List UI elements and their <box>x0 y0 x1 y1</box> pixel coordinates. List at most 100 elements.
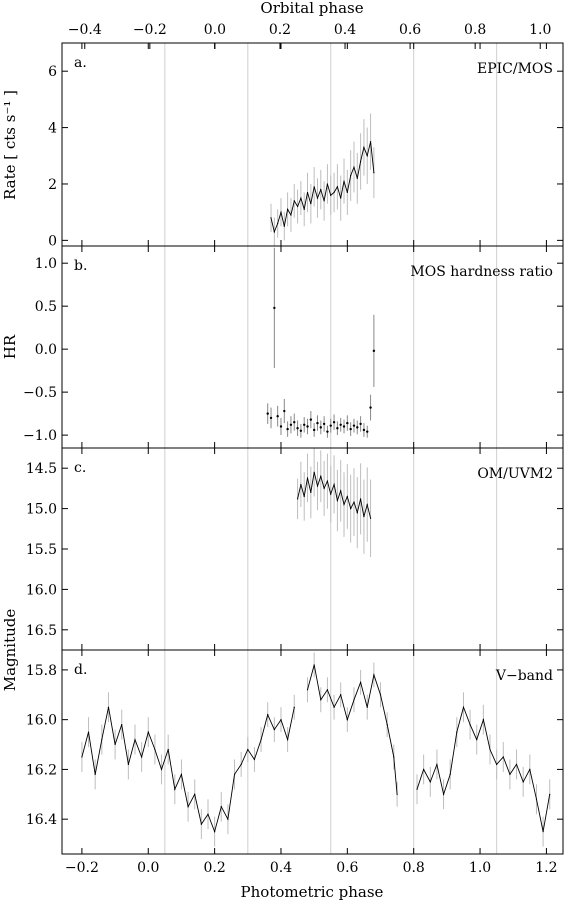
data-point <box>366 706 368 708</box>
panel-title: EPIC/MOS <box>477 61 553 77</box>
panel-2: −1.0 −0.5 0.0 0.5 1.0 b. MOS hardness ratio <box>23 245 564 449</box>
hr-data-point <box>356 426 359 429</box>
top-axis-tick-label: 0.0 <box>204 22 226 38</box>
data-point <box>160 768 163 771</box>
hr-data-point <box>369 406 372 409</box>
panel-frame <box>61 649 564 855</box>
data-point <box>356 512 358 514</box>
bottom-axis-tick-label: 0.0 <box>137 860 159 876</box>
top-axis-tick-label: 0.6 <box>399 22 421 38</box>
panels: −0.4 −0.2 0.0 0.2 0.4 0.6 0.8 1.0 0 2 4 6 a. EPIC/MOS… <box>1 22 564 876</box>
hr-data-point <box>319 426 322 429</box>
orbital-phase-axis-title: Orbital phase <box>260 0 363 17</box>
panel-4: 15.8 16.0 16.2 16.4 d. V−band <box>26 649 564 855</box>
data-point <box>386 724 388 726</box>
data-point <box>154 748 156 751</box>
data-point <box>489 748 491 751</box>
data-point <box>509 773 511 775</box>
data-point <box>121 724 123 726</box>
y-tick-label: 0.0 <box>35 342 57 358</box>
hr-data-point <box>273 306 276 310</box>
top-axis-tick-label: 0.4 <box>334 22 356 38</box>
data-point <box>316 485 319 487</box>
data-point <box>323 200 325 202</box>
data-point <box>333 483 335 485</box>
data-point <box>360 160 362 163</box>
data-point <box>134 738 136 741</box>
y-tick-label: 0.5 <box>35 299 57 315</box>
y-tick-label: 0 <box>48 233 57 249</box>
panel-title: V−band <box>495 668 553 684</box>
hr-data-point <box>309 418 313 421</box>
y-tick-label: 14.5 <box>26 461 57 477</box>
data-point <box>346 495 348 498</box>
hr-data-point <box>269 416 273 420</box>
data-point <box>393 756 395 758</box>
data-point <box>469 724 471 726</box>
data-point <box>436 763 438 766</box>
data-point <box>207 813 209 815</box>
data-point <box>482 719 484 721</box>
data-point <box>107 706 110 708</box>
hr-data-point <box>266 412 269 415</box>
data-point <box>253 758 256 761</box>
data-point <box>336 499 338 502</box>
data-point <box>535 798 538 800</box>
data-point <box>316 197 319 199</box>
bottom-axis-tick-label: 0.6 <box>336 860 358 876</box>
data-point <box>194 793 196 795</box>
bottom-axis-tick-label: 1.0 <box>469 860 491 876</box>
data-point <box>240 763 242 766</box>
hr-data-point <box>366 430 369 433</box>
y-tick-label: 6 <box>48 64 57 80</box>
data-point <box>340 694 342 696</box>
hr-data-point <box>326 430 329 433</box>
hr-data-point <box>286 427 289 431</box>
hr-data-point <box>346 421 349 425</box>
top-axis-tick-label: 0.8 <box>464 22 486 38</box>
data-point <box>227 818 229 820</box>
data-point <box>363 146 365 148</box>
hr-data-point <box>303 423 306 426</box>
data-point <box>549 793 551 795</box>
data-point <box>310 203 312 205</box>
data-point <box>200 823 202 825</box>
data-point <box>310 491 312 494</box>
data-point <box>247 748 249 751</box>
hr-axis-title: HR <box>1 334 19 359</box>
data-point <box>296 498 299 500</box>
hr-data-point <box>316 421 319 425</box>
data-point <box>174 788 176 790</box>
data-point <box>350 508 352 510</box>
hr-data-point <box>329 424 332 427</box>
panel-title: OM/UVM2 <box>477 466 553 482</box>
data-point <box>353 501 355 503</box>
data-point <box>323 487 325 489</box>
bottom-axis-tick-label: 1.2 <box>535 860 557 876</box>
data-point <box>280 211 282 213</box>
data-point <box>326 183 329 185</box>
data-point <box>369 517 372 519</box>
data-point <box>356 177 358 179</box>
data-point <box>127 763 129 766</box>
data-point <box>147 731 149 733</box>
hr-data-point <box>276 414 279 418</box>
data-point <box>214 831 216 833</box>
data-point <box>350 174 352 177</box>
data-point <box>290 214 292 216</box>
data-point <box>360 498 362 500</box>
data-point <box>456 731 458 733</box>
hr-data-point <box>336 427 339 430</box>
data-point <box>326 689 329 691</box>
y-tick-label: 16.4 <box>26 812 57 828</box>
hr-data-point <box>283 409 286 413</box>
data-point <box>114 743 116 746</box>
data-point <box>320 475 322 477</box>
data-point <box>300 483 302 485</box>
data-point <box>233 773 236 775</box>
data-point <box>87 731 90 733</box>
series-2-line <box>307 664 398 795</box>
data-point <box>343 180 345 182</box>
panel-letter: d. <box>74 662 87 678</box>
data-point <box>462 706 465 708</box>
